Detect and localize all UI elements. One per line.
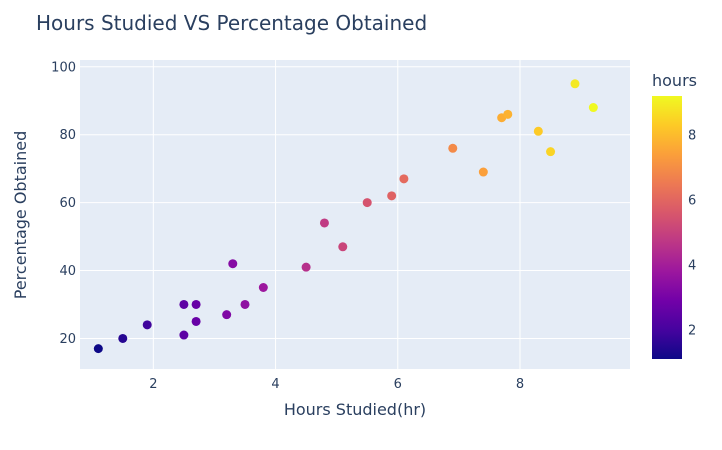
data-points (93, 79, 598, 354)
data-point (179, 330, 189, 340)
x-tick-label: 4 (271, 377, 279, 392)
colorbar-tick-label: 4 (688, 258, 696, 273)
data-point (191, 316, 201, 326)
data-point (179, 299, 189, 309)
data-point (93, 344, 103, 354)
y-tick-label: 40 (59, 264, 76, 279)
data-point (448, 143, 458, 153)
x-tick-label: 6 (394, 377, 402, 392)
data-point (588, 103, 598, 113)
y-tick-label: 60 (59, 196, 76, 211)
data-point (118, 333, 128, 343)
colorbar-tick-label: 8 (688, 128, 696, 143)
data-point (258, 283, 268, 293)
y-tick-label: 20 (59, 332, 76, 347)
chart-title: Hours Studied VS Percentage Obtained (36, 11, 427, 35)
data-point (222, 310, 232, 320)
data-point (546, 147, 556, 157)
x-axis-title: Hours Studied(hr) (284, 400, 426, 419)
y-axis-ticks: 20 40 60 80 100 (51, 60, 76, 347)
plot-area (80, 60, 630, 369)
x-tick-label: 8 (516, 377, 524, 392)
colorbar (652, 96, 682, 359)
colorbar-ticks: 2 4 6 8 (688, 128, 696, 338)
data-point (503, 109, 513, 119)
data-point (191, 299, 201, 309)
data-point (533, 126, 543, 136)
data-point (362, 198, 372, 208)
data-point (319, 218, 329, 228)
y-tick-label: 80 (59, 128, 76, 143)
data-point (338, 242, 348, 252)
data-point (570, 79, 580, 89)
data-point (478, 167, 488, 177)
colorbar-tick-label: 2 (688, 323, 696, 338)
y-axis-title: Percentage Obtained (11, 131, 30, 300)
y-tick-label: 100 (51, 60, 76, 75)
data-point (240, 299, 250, 309)
data-point (301, 262, 311, 272)
data-point (399, 174, 409, 184)
colorbar-title: hours (652, 71, 697, 90)
x-axis-ticks: 2 4 6 8 (149, 377, 524, 392)
data-point (142, 320, 152, 330)
data-point (228, 259, 238, 269)
data-point (387, 191, 397, 201)
gridlines (80, 60, 630, 369)
colorbar-tick-label: 6 (688, 193, 696, 208)
x-tick-label: 2 (149, 377, 157, 392)
